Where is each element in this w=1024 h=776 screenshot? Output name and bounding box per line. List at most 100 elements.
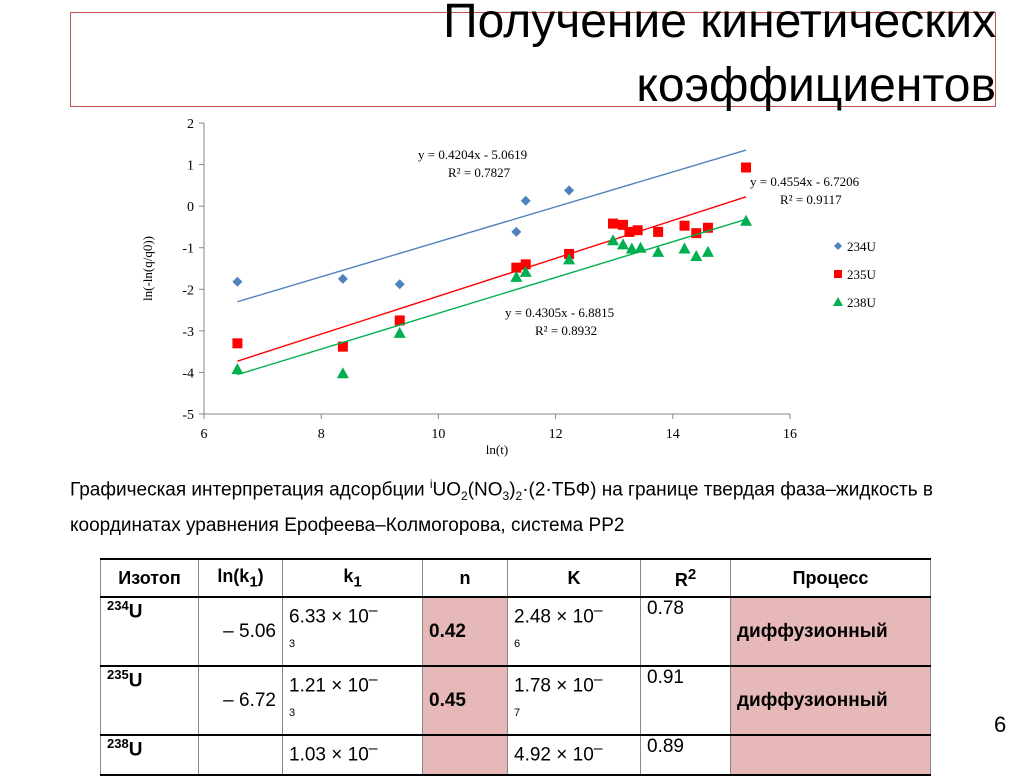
header-lnk1-sub: 1 [249,573,258,591]
K-main: 2.48 × 10 [514,606,594,628]
data-point-238U [740,214,753,226]
data-point-235U [624,226,635,237]
table-row: 238U 1.03 × 10– 4.92 × 10– 0.89 [100,734,931,776]
legend-marker-238U [833,297,843,306]
table-header-row: Изотоп ln(k1) k1 n K R2 Процесс [100,558,931,598]
data-point-238U [336,367,349,379]
K-exp: 6 [514,638,521,651]
x-tick-label: 14 [666,427,680,442]
cell-k1: 1.03 × 10– [282,734,423,776]
legend-label-238U: 238U [847,295,877,310]
cell-lnk1: – 5.06 [198,596,283,667]
data-point-235U [741,162,752,173]
isotope-mass: 234 [107,598,129,613]
data-point-234U [564,185,575,196]
header-lnk1-b: ) [257,565,264,586]
cell-K: 2.48 × 10– 6 [507,596,641,667]
cell-k1: 1.21 × 10– 3 [282,665,423,736]
y-tick-label: -3 [182,325,194,340]
data-point-235U [608,218,619,229]
K-main: 4.92 × 10 [514,744,594,766]
cell-r2: 0.89 [640,734,731,776]
slide-title-line-1: Получение кинетических [443,0,996,48]
y-tick-label: -1 [182,242,194,257]
header-lnk1: ln(k1) [198,558,283,598]
x-tick-label: 16 [783,427,797,442]
cell-isotope: 238U [100,734,199,776]
header-n: n [422,558,508,598]
cell-lnk1 [198,734,283,776]
legend-label-235U: 235U [847,267,877,282]
cell-k1: 6.33 × 10– 3 [282,596,423,667]
data-point-234U [520,195,531,206]
data-point-238U [519,265,532,277]
header-r2: R2 [640,558,731,598]
figure-caption: Графическая интерпретация адсорбции iUO2… [70,470,970,540]
slide-title: Получение кинетических коэффициентов [240,0,996,118]
data-point-234U [232,276,243,287]
kinetics-table: Изотоп ln(k1) k1 n K R2 Процесс 234U – 5… [100,558,931,776]
trend-r2-234U: R² = 0.7827 [448,165,511,180]
header-k1-a: k [343,565,354,586]
data-point-235U [511,262,522,273]
k1-main: 1.21 × 10 [289,675,369,697]
caption-part-4: ) [509,479,516,501]
data-point-234U [394,279,405,290]
y-tick-label: 1 [187,159,194,174]
caption-part-5: ·(2·ТБФ) на границе твердая фаза–жидкост… [70,479,934,537]
y-tick-label: -2 [182,283,194,298]
cell-r2: 0.78 [640,596,731,667]
chart-legend: 234U 235U 238U [833,239,877,310]
header-r2-a: R [674,569,688,590]
data-point-238U [625,242,638,254]
legend-marker-235U [834,270,842,278]
trendline-235U [237,196,747,362]
trendline-234U [237,149,747,303]
header-lnk1-a: ln(k [217,565,250,586]
y-tick-label: 2 [187,117,194,132]
data-point-238U [393,326,406,338]
k1-main: 6.33 × 10 [289,606,369,628]
data-point-238U [678,242,691,254]
data-point-235U [394,315,405,326]
k1-dash: – [368,671,378,688]
k1-dash: – [368,740,378,757]
x-tick-label: 12 [549,427,563,442]
table-row: 235U – 6.72 1.21 × 10– 3 0.45 1.78 × 10– 7… [100,665,931,736]
trend-equation-235U: y = 0.4554x - 6.7206 [750,174,860,189]
isotope-symbol: U [128,601,143,623]
x-tick-label: 10 [431,427,445,442]
K-dash: – [593,602,603,619]
cell-process: диффузионный [730,596,931,667]
cell-isotope: 235U [100,665,199,736]
caption-part-3: (NO [467,479,503,501]
K-main: 1.78 × 10 [514,675,594,697]
x-tick-label: 8 [318,427,325,442]
K-dash: – [593,671,603,688]
cell-K: 4.92 × 10– [507,734,641,776]
data-point-238U [652,245,665,257]
trend-equation-238U: y = 0.4305x - 6.8815 [505,305,614,320]
cell-n: 0.42 [422,596,508,667]
data-point-234U [511,226,522,237]
y-axis-label: ln(-ln(q/q0)) [140,236,155,301]
data-point-235U [691,228,702,239]
data-point-238U [616,238,629,250]
data-point-235U [632,225,643,236]
k1-exp: 3 [289,638,296,651]
caption-sub-2b: 2 [515,489,523,504]
trend-r2-235U: R² = 0.9117 [780,192,842,207]
slide-title-line-2: коэффициентов [636,59,996,112]
legend-marker-234U [834,242,842,250]
caption-sub-3: 3 [502,489,510,504]
data-point-234U [337,273,348,284]
header-r2-sup: 2 [687,565,697,583]
trendline-238U [237,218,747,376]
isotope-mass: 238 [107,736,129,751]
x-axis-label: ln(t) [486,442,508,457]
isotope-mass: 235 [107,667,129,682]
kinetics-chart: 210-1-2-3-4-56 8 10 12 14 16ln(t)ln(-ln(q/q0)… [140,117,877,457]
cell-K: 1.78 × 10– 7 [507,665,641,736]
header-k1-sub: 1 [353,573,362,591]
data-point-235U [232,338,243,349]
